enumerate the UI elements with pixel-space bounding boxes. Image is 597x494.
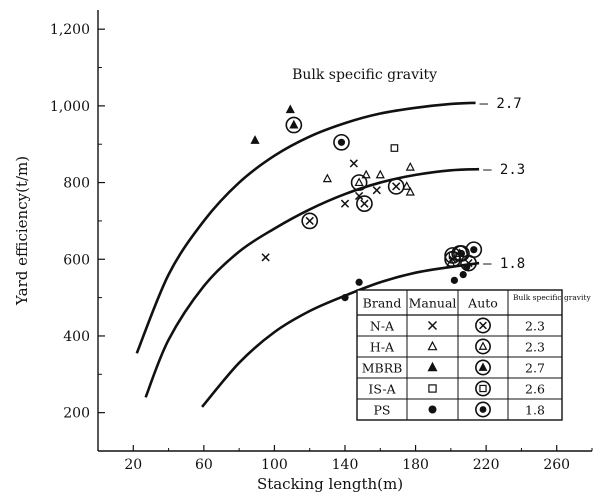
curve-2.7 bbox=[135, 101, 476, 354]
x-tick-label: 220 bbox=[473, 457, 500, 473]
x-tick-label: 140 bbox=[332, 457, 359, 473]
filled-triangle-marker bbox=[427, 361, 438, 372]
circled-filled-circle-marker bbox=[333, 133, 350, 151]
triangle-marker bbox=[402, 181, 412, 190]
curve-label: — 2.3 bbox=[483, 162, 525, 178]
legend-brand: PS bbox=[374, 403, 391, 418]
x-marker bbox=[354, 191, 364, 201]
triangle-marker bbox=[375, 169, 385, 179]
y-tick-label: 800 bbox=[63, 176, 90, 192]
gravity-curves: — 2.7 — 2.3 — 1.8 bbox=[135, 96, 525, 408]
curve-label: — 2.7 bbox=[480, 96, 522, 112]
x-marker bbox=[372, 186, 381, 195]
triangle-marker bbox=[322, 173, 332, 183]
legend-header: Bulk specific gravity bbox=[513, 293, 591, 302]
x-tick-label: 260 bbox=[543, 457, 570, 473]
y-ticks: 200 400 600 800 1,000 1,200 bbox=[50, 22, 105, 452]
x-marker bbox=[427, 320, 438, 331]
circled-filled-triangle-marker bbox=[475, 359, 491, 376]
x-marker bbox=[261, 253, 270, 262]
legend-gravity: 2.7 bbox=[525, 361, 545, 376]
filled-triangle-marker bbox=[285, 104, 295, 114]
filled-circle-marker bbox=[450, 276, 458, 284]
y-tick-label: 600 bbox=[63, 252, 90, 268]
legend-header: Manual bbox=[409, 296, 457, 311]
circled-x-marker bbox=[475, 317, 491, 334]
filled-circle-marker bbox=[463, 263, 471, 271]
legend-gravity: 2.6 bbox=[525, 382, 545, 397]
triangle-marker bbox=[405, 161, 415, 171]
curve-annotation: Bulk specific gravity bbox=[292, 67, 437, 83]
y-tick-label: 1,000 bbox=[50, 99, 90, 115]
x-tick-label: 100 bbox=[261, 457, 288, 473]
legend-header: Auto bbox=[467, 296, 498, 311]
circled-filled-circle-marker bbox=[465, 241, 483, 259]
legend-gravity: 2.3 bbox=[525, 340, 545, 355]
circled-triangle-marker bbox=[475, 338, 491, 355]
legend-header: Brand bbox=[363, 296, 402, 311]
legend-gravity: 1.8 bbox=[525, 403, 545, 418]
circled-filled-circle-marker bbox=[453, 245, 470, 262]
x-marker bbox=[349, 159, 358, 168]
y-tick-label: 1,200 bbox=[50, 22, 90, 38]
x-tick-label: 60 bbox=[195, 457, 213, 473]
square-marker bbox=[390, 144, 399, 152]
circled-filled-triangle-marker bbox=[285, 116, 303, 134]
legend-brand: MBRB bbox=[362, 361, 403, 376]
y-tick-label: 200 bbox=[63, 406, 90, 422]
filled-circle-marker bbox=[355, 278, 363, 286]
x-tick-label: 20 bbox=[124, 457, 142, 473]
circled-x-marker bbox=[301, 212, 319, 230]
legend-brand: H-A bbox=[370, 340, 395, 355]
curve-2.3 bbox=[144, 167, 480, 398]
x-tick-label: 180 bbox=[402, 457, 429, 473]
circled-x-marker bbox=[356, 195, 373, 213]
triangle-marker bbox=[405, 186, 415, 196]
triangle-marker bbox=[361, 169, 371, 179]
x-marker bbox=[340, 199, 350, 208]
square-marker bbox=[428, 384, 437, 393]
filled-circle-marker bbox=[341, 294, 349, 302]
x-ticks: 20 60 100 140 180 220 260 bbox=[124, 445, 593, 473]
legend-brand: N-A bbox=[370, 319, 395, 334]
triangle-marker bbox=[427, 340, 438, 351]
x-axis-label: Stacking length(m) bbox=[257, 475, 403, 493]
filled-circle-marker bbox=[459, 271, 467, 279]
y-axis-label: Yard efficiency(t/m) bbox=[13, 156, 31, 306]
legend-gravity: 2.3 bbox=[525, 319, 545, 334]
legend-table: Brand Manual Auto Bulk specific gravity N-A 2… bbox=[356, 289, 591, 421]
legend-frame bbox=[356, 289, 563, 421]
curve-label: — 1.8 bbox=[483, 256, 525, 272]
filled-circle-marker bbox=[428, 405, 437, 414]
legend-brand: IS-A bbox=[368, 382, 396, 397]
circled-triangle-marker bbox=[350, 174, 368, 191]
filled-triangle-marker bbox=[250, 135, 260, 144]
circled-x-marker bbox=[387, 178, 405, 195]
circled-square-marker bbox=[475, 380, 491, 397]
y-tick-label: 400 bbox=[63, 329, 90, 345]
circled-filled-circle-marker bbox=[475, 401, 491, 418]
data-points bbox=[250, 104, 483, 302]
